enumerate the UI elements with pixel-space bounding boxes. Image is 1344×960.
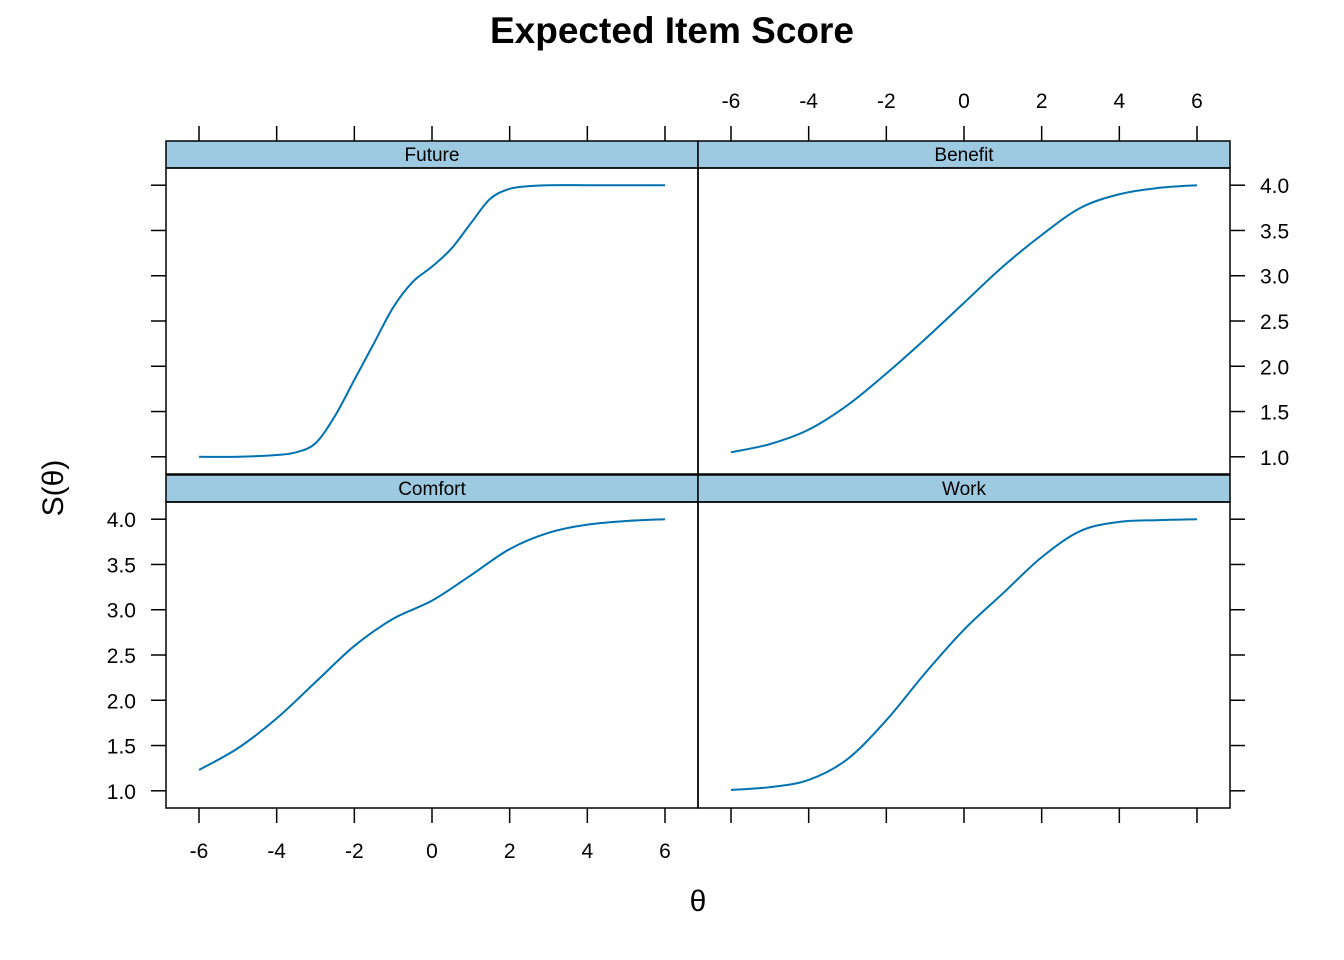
panels-layer: Future Benefit -6 -4 -2 0 2 4 6 1.0 1.5 2.0 2.5 3.0 3.… [107,90,1289,863]
y-tick-label-right: 4.0 [1260,175,1289,198]
y-tick-label-left: 2.0 [107,690,136,713]
plot-frame-future [165,167,699,475]
strip-label-work: Work [942,479,986,500]
series-line-benefit [730,184,1198,454]
plot-frame-comfort [165,501,699,809]
x-tick-label-bottom: -2 [345,840,364,863]
x-axis-label: θ [690,885,707,918]
x-tick-label-bottom: 6 [659,840,671,863]
plot-frame-benefit [697,167,1231,475]
strip-work [697,474,1231,503]
chart-title: Expected Item Score [490,10,854,51]
y-tick-label-right: 1.5 [1260,402,1289,425]
panel-benefit: Benefit -6 -4 -2 0 2 4 6 1.0 1.5 2.0 2.5 3.0 3.5 4.0 [697,90,1289,475]
series-line-comfort [198,518,666,771]
y-tick-label-right: 3.5 [1260,220,1289,243]
panel-future: Future [151,126,699,475]
strip-label-future: Future [405,145,460,166]
panel-work: Work [697,474,1245,823]
x-tick-label-top: 4 [1113,90,1125,113]
x-tick-label-bottom: -4 [267,840,286,863]
strip-label-comfort: Comfort [398,479,466,500]
x-tick-label-bottom: -6 [190,840,209,863]
series-line-future [199,184,665,458]
x-tick-label-top: 2 [1036,90,1048,113]
y-tick-label-left: 2.5 [107,645,136,668]
y-tick-label-right: 1.0 [1260,447,1289,470]
y-tick-label-left: 3.5 [107,554,136,577]
x-tick-label-top: -4 [799,90,818,113]
panel-comfort: Comfort -6 -4 -2 0 2 4 6 1.0 1.5 2.0 2.5 3.0 3.5 4.0 [107,474,699,863]
series-line-work [730,518,1198,791]
x-tick-label-bottom: 2 [504,840,516,863]
plot-frame-work [697,501,1231,809]
y-tick-label-right: 2.5 [1260,311,1289,334]
y-tick-label-left: 1.0 [107,781,136,804]
x-tick-label-bottom: 4 [581,840,593,863]
y-tick-label-right: 3.0 [1260,266,1289,289]
y-axis-label: S(θ) [37,460,70,517]
x-tick-label-top: -6 [722,90,741,113]
strip-label-benefit: Benefit [934,145,994,166]
strip-benefit [697,140,1231,169]
x-tick-label-top: 0 [958,90,970,113]
y-tick-label-right: 2.0 [1260,356,1289,379]
x-tick-label-top: 6 [1191,90,1203,113]
strip-future [165,140,699,169]
x-tick-label-bottom: 0 [426,840,438,863]
x-tick-label-top: -2 [877,90,896,113]
y-tick-label-left: 3.0 [107,600,136,623]
y-tick-label-left: 4.0 [107,509,136,532]
y-tick-label-left: 1.5 [107,736,136,759]
